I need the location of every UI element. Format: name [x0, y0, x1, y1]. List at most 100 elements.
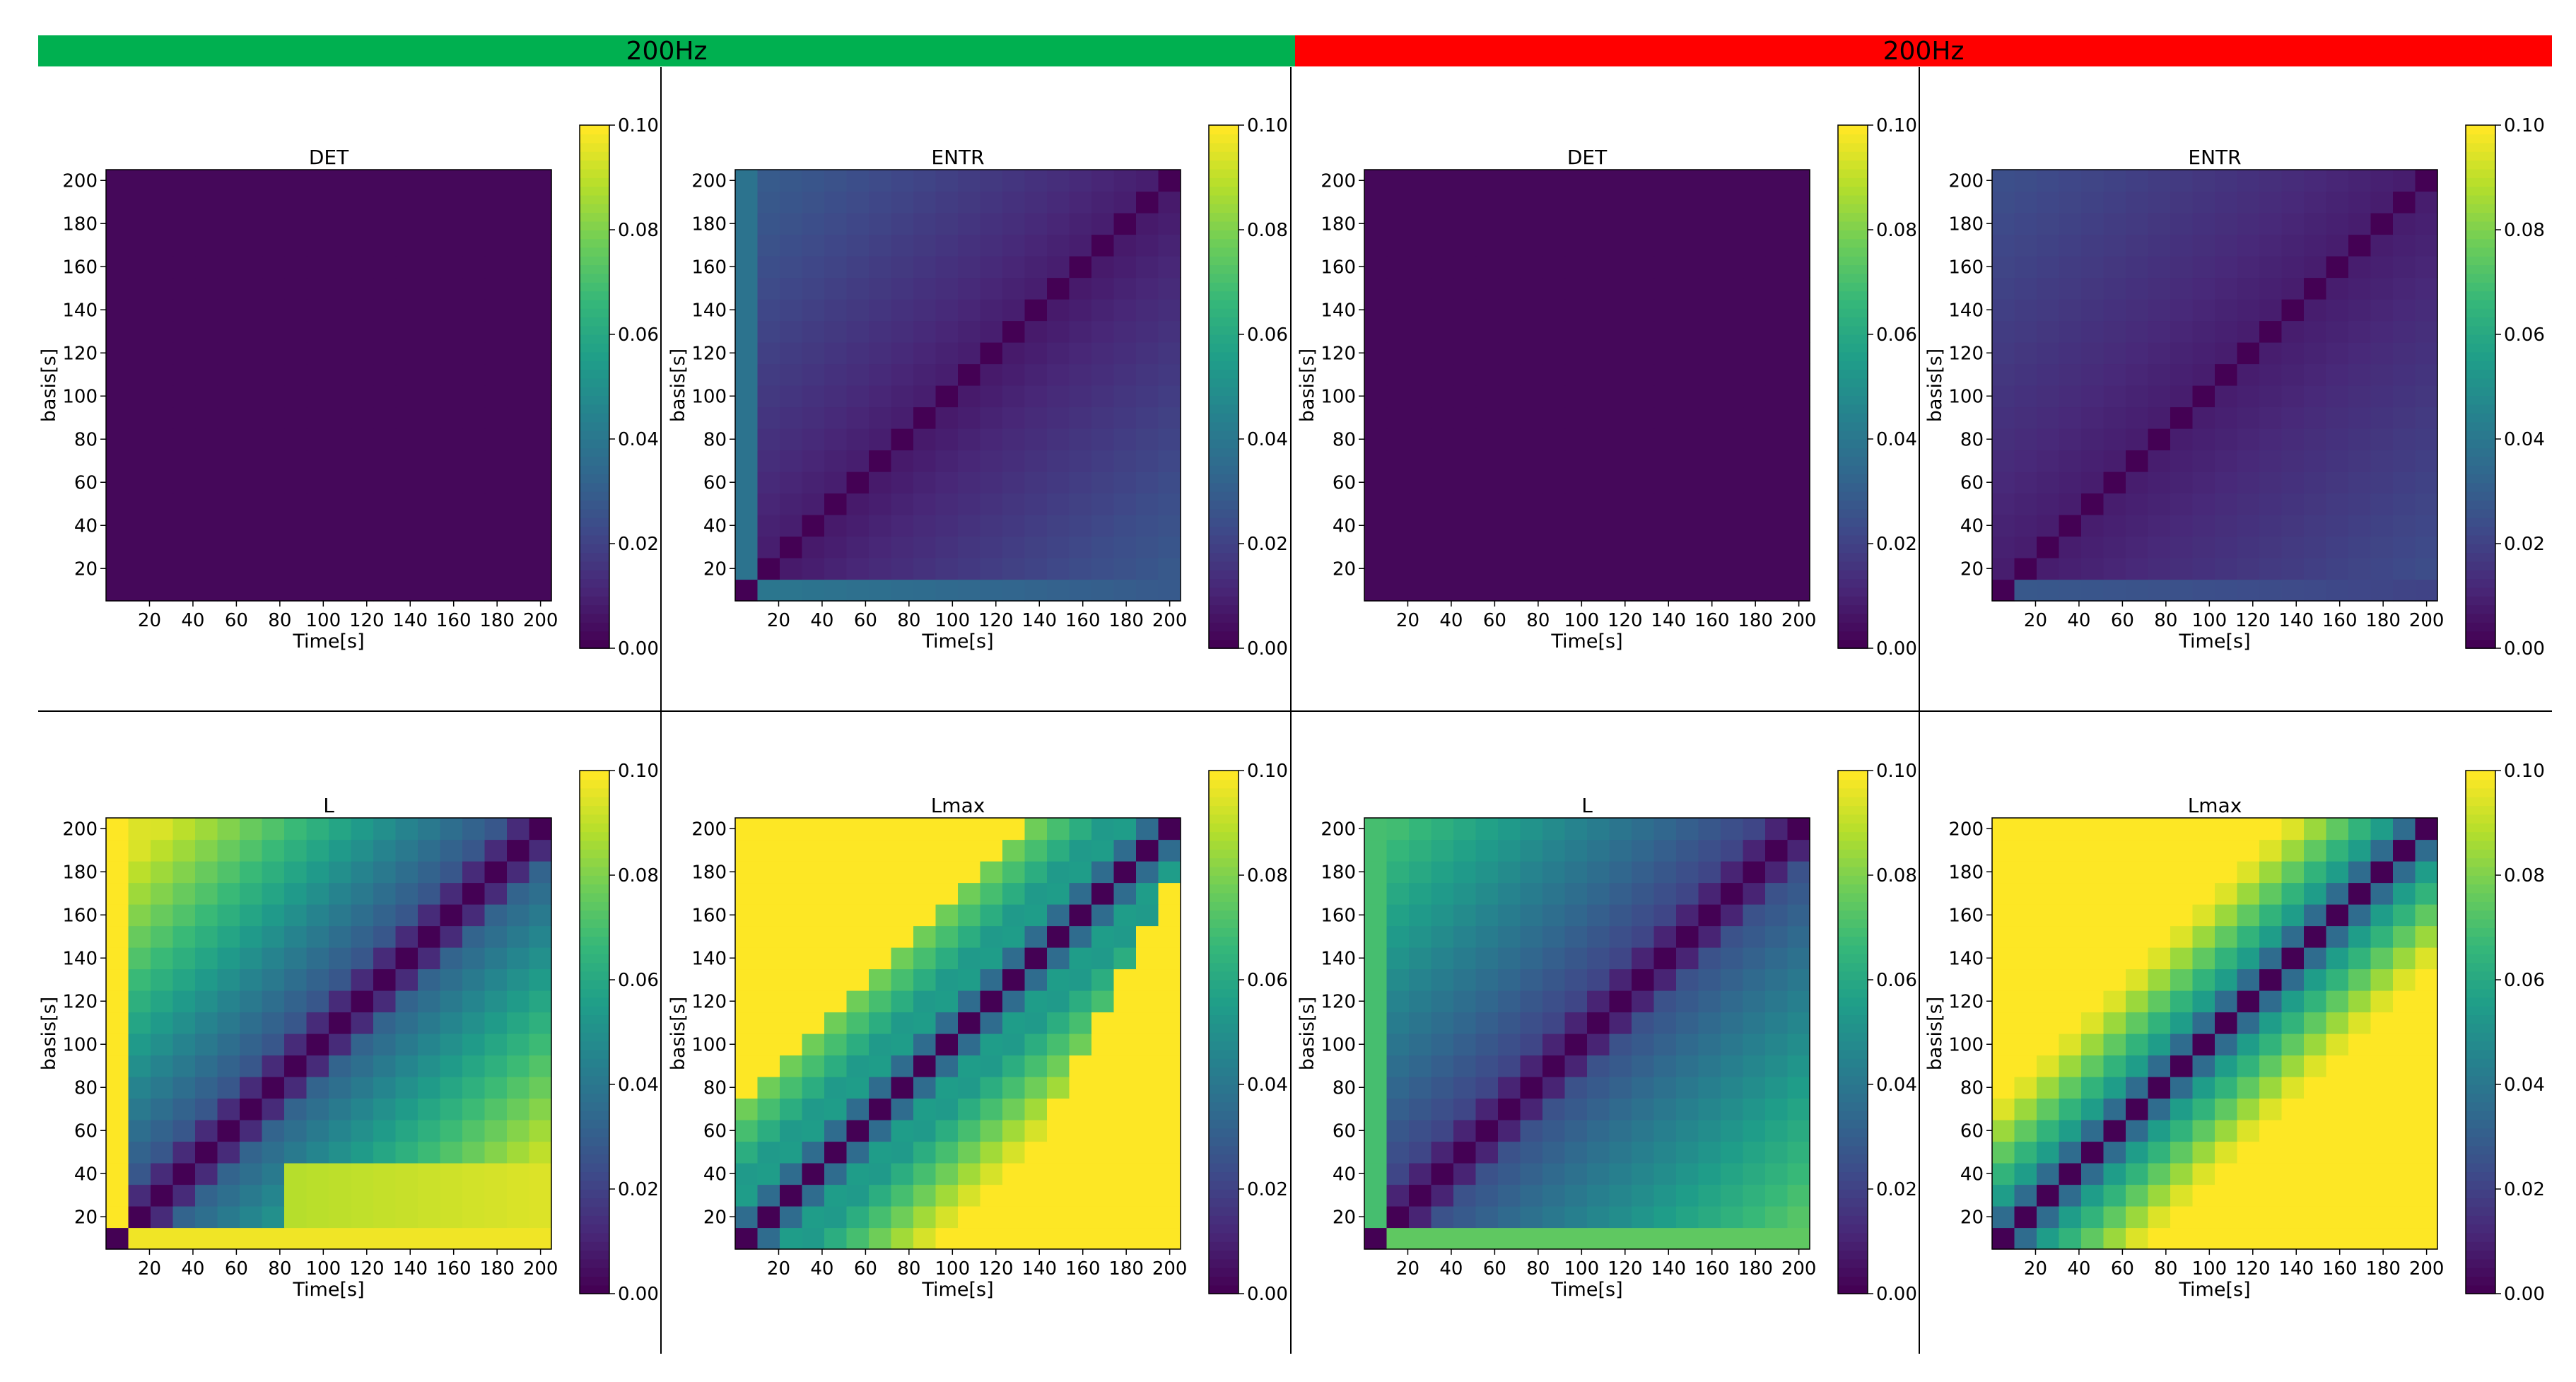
colorbar-segment	[1209, 831, 1239, 841]
heatmap-cell	[1698, 1120, 1721, 1142]
colorbar-segment	[2466, 849, 2495, 859]
heatmap-cell	[217, 234, 240, 257]
heatmap-cell	[240, 299, 263, 322]
y-tick-label: 60	[703, 472, 727, 493]
heatmap-cell	[757, 839, 780, 862]
heatmap-cell	[172, 839, 196, 862]
heatmap-cell	[1787, 1120, 1810, 1142]
heatmap-cell	[891, 299, 914, 322]
heatmap-cell	[757, 277, 780, 300]
heatmap-cell	[329, 1184, 352, 1207]
heatmap-cell	[980, 1163, 1003, 1185]
heatmap-cell	[1453, 1098, 1477, 1120]
heatmap-cell	[1721, 990, 1744, 1013]
heatmap-cell	[2326, 1227, 2349, 1250]
heatmap-cell	[1069, 558, 1092, 580]
colorbar-segment	[580, 544, 609, 554]
colorbar-segment	[580, 334, 609, 344]
heatmap-cell	[2170, 818, 2194, 841]
heatmap-cell	[462, 213, 486, 235]
heatmap-cell	[2170, 904, 2194, 927]
heatmap-cell	[1475, 170, 1499, 192]
colorbar-segment	[1838, 142, 1868, 152]
colorbar-segment	[1209, 1093, 1239, 1103]
heatmap-cell	[329, 450, 352, 472]
y-tick-label: 200	[62, 170, 98, 192]
heatmap-cell	[1698, 1163, 1721, 1185]
heatmap-cell	[802, 1098, 825, 1120]
heatmap-cell	[2126, 1120, 2149, 1142]
heatmap-cell	[1091, 406, 1115, 429]
colorbar-segment	[1838, 526, 1868, 536]
colorbar-segment	[1838, 186, 1868, 196]
heatmap-cell	[735, 363, 759, 386]
heatmap-cell	[1453, 990, 1477, 1013]
heatmap-cell	[1520, 925, 1543, 948]
y-tick-label: 40	[703, 1164, 727, 1185]
heatmap-cell	[529, 1163, 552, 1185]
heatmap-cell	[2348, 925, 2372, 948]
heatmap-cell	[2393, 1077, 2416, 1099]
colorbar-segment	[580, 482, 609, 492]
heatmap-cell	[2348, 213, 2372, 235]
heatmap-cell	[284, 947, 308, 970]
heatmap-cell	[395, 1184, 418, 1207]
heatmap-cell	[1002, 1120, 1026, 1142]
heatmap-cell	[529, 1120, 552, 1142]
heatmap-cell	[869, 1098, 892, 1120]
heatmap-cell	[2081, 406, 2104, 429]
heatmap-cell	[757, 256, 780, 279]
heatmap-cell	[1632, 363, 1655, 386]
banner-left-label: 200Hz	[626, 37, 708, 66]
heatmap-cell	[2348, 428, 2372, 451]
heatmap-cell	[1069, 882, 1092, 905]
heatmap-cell	[306, 472, 329, 494]
heatmap-cell	[2415, 1206, 2438, 1229]
heatmap-cell	[780, 1141, 803, 1164]
heatmap-cell	[846, 1141, 870, 1164]
heatmap-cell	[2059, 277, 2082, 300]
heatmap-cell	[1002, 947, 1026, 970]
heatmap-cell	[172, 406, 196, 429]
x-tick-label: 20	[767, 1258, 790, 1279]
heatmap-cell	[1564, 1120, 1588, 1142]
heatmap-cell	[240, 472, 263, 494]
y-tick-label: 100	[1321, 1034, 1356, 1055]
heatmap-cell	[1475, 1141, 1499, 1164]
heatmap-cell	[2326, 277, 2349, 300]
heatmap-cell	[869, 450, 892, 472]
colorbar-segment	[1838, 971, 1868, 980]
heatmap-cell	[1765, 968, 1788, 991]
heatmap-cell	[1386, 406, 1410, 429]
heatmap-cell	[1520, 342, 1543, 365]
heatmap-cell	[2192, 363, 2215, 386]
heatmap-cell	[1676, 839, 1699, 862]
x-tick-label: 60	[1483, 610, 1506, 631]
heatmap-cell	[1475, 579, 1499, 602]
heatmap-cell	[2014, 320, 2037, 343]
heatmap-cell	[1475, 342, 1499, 365]
heatmap-cell	[2148, 1055, 2171, 1077]
heatmap-cell	[1409, 818, 1432, 841]
heatmap-cell	[780, 256, 803, 279]
heatmap-cell	[2059, 256, 2082, 279]
heatmap-cell	[1498, 385, 1521, 408]
heatmap-cell	[757, 1184, 780, 1207]
colorbar-segment	[1209, 962, 1239, 972]
heatmap-cell	[1609, 1012, 1632, 1034]
heatmap-cell	[2148, 342, 2171, 365]
heatmap-cell	[2103, 213, 2126, 235]
heatmap-cell	[1992, 1012, 2015, 1034]
heatmap-cell	[172, 1077, 196, 1099]
heatmap-cell	[1564, 277, 1588, 300]
heatmap-cell	[2370, 1055, 2394, 1077]
heatmap-cell	[1475, 1206, 1499, 1229]
heatmap-cell	[507, 1120, 530, 1142]
heatmap-cell	[1364, 1033, 1388, 1056]
heatmap-cell	[1047, 363, 1070, 386]
heatmap-cell	[802, 299, 825, 322]
colorbar-segment	[2466, 639, 2495, 649]
panel-title: Lmax	[2188, 794, 2242, 817]
heatmap-cell	[802, 904, 825, 927]
colorbar-tick-label: 0.08	[618, 220, 659, 241]
